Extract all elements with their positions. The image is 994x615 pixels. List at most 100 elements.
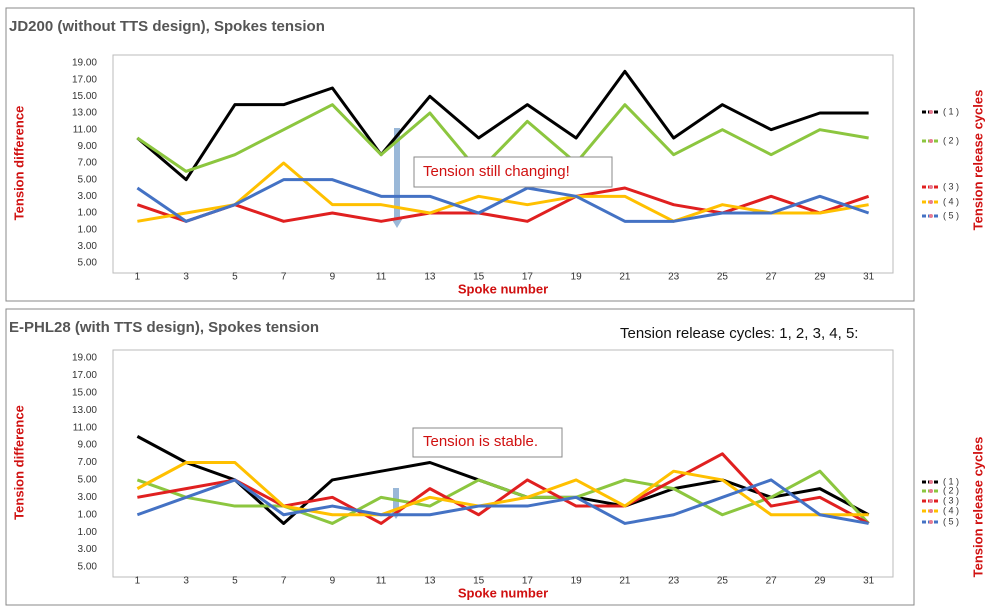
x-tick-label: 9 bbox=[330, 576, 336, 587]
x-tick-label: 23 bbox=[668, 272, 680, 283]
x-tick-label: 15 bbox=[473, 272, 485, 283]
legend-marker bbox=[929, 139, 933, 143]
annotation-box bbox=[412, 427, 563, 458]
x-tick-label: 7 bbox=[281, 576, 287, 587]
x-tick-label: 1 bbox=[135, 576, 141, 587]
x-tick-label: 25 bbox=[717, 576, 729, 587]
plot-frame bbox=[112, 54, 894, 274]
x-axis-label: Spoke number bbox=[458, 281, 548, 296]
y-tick-label: 17.00 bbox=[72, 74, 97, 85]
annotation-box bbox=[413, 156, 613, 188]
legend-label: ( 1 ) bbox=[943, 476, 959, 486]
series-line bbox=[136, 178, 870, 223]
legend-label: ( 3 ) bbox=[943, 181, 959, 191]
legend-marker bbox=[929, 480, 933, 484]
y-tick-label: 13.00 bbox=[72, 108, 97, 119]
x-tick-label: 19 bbox=[571, 272, 583, 283]
x-axis-label: Spoke number bbox=[458, 585, 548, 600]
annotation: Tension release cycles: 1, 2, 3, 4, 5: bbox=[620, 325, 858, 342]
legend-marker bbox=[929, 214, 933, 218]
legend-label: ( 5 ) bbox=[943, 516, 959, 526]
legend-label: ( 4 ) bbox=[943, 196, 959, 206]
y-tick-label: 17.00 bbox=[72, 370, 97, 381]
x-tick-label: 21 bbox=[619, 576, 631, 587]
y-tick-label: 3.00 bbox=[78, 544, 98, 555]
y-tick-label: 5.00 bbox=[78, 475, 98, 486]
x-tick-label: 29 bbox=[814, 576, 826, 587]
x-tick-label: 7 bbox=[281, 272, 287, 283]
x-tick-label: 23 bbox=[668, 576, 680, 587]
legend-label: ( 4 ) bbox=[943, 505, 959, 515]
x-tick-label: 27 bbox=[766, 272, 778, 283]
y-tick-label: 1.00 bbox=[78, 208, 98, 219]
y-tick-label: 19.00 bbox=[72, 58, 97, 69]
x-tick-label: 17 bbox=[522, 576, 534, 587]
y-tick-label: 3.00 bbox=[78, 241, 98, 252]
x-tick-label: 11 bbox=[376, 272, 387, 283]
y-tick-label: 13.00 bbox=[72, 405, 97, 416]
x-tick-label: 13 bbox=[424, 576, 436, 587]
y-tick-label: 5.00 bbox=[78, 174, 98, 185]
legend-marker bbox=[929, 520, 933, 524]
y-tick-label: 3.00 bbox=[78, 191, 98, 202]
y-tick-label: 11.00 bbox=[73, 422, 98, 433]
annotation: Tension is stable. bbox=[423, 433, 538, 450]
y-tick-label: 11.00 bbox=[73, 124, 98, 135]
panel-frame bbox=[5, 7, 915, 302]
series-line bbox=[136, 478, 869, 525]
legend-label: ( 2 ) bbox=[943, 485, 959, 495]
annotation: Tension still changing! bbox=[423, 163, 570, 180]
legend-marker bbox=[929, 110, 933, 114]
y-tick-label: 5.00 bbox=[78, 258, 98, 269]
legend-marker bbox=[929, 185, 933, 189]
panel-frame bbox=[5, 308, 915, 606]
x-tick-label: 15 bbox=[473, 576, 485, 587]
series-line bbox=[137, 452, 870, 525]
x-tick-label: 31 bbox=[863, 576, 875, 587]
y-tick-label: 7.00 bbox=[78, 158, 98, 169]
y-tick-label: 3.00 bbox=[78, 492, 98, 503]
series-line bbox=[136, 103, 869, 173]
x-tick-label: 3 bbox=[183, 272, 189, 283]
legend-label: ( 3 ) bbox=[943, 495, 959, 505]
series-line bbox=[136, 69, 869, 182]
chart-title: E-PHL28 (with TTS design), Spokes tensio… bbox=[9, 319, 319, 336]
x-tick-label: 5 bbox=[232, 272, 238, 283]
x-tick-label: 25 bbox=[717, 272, 729, 283]
legend-title: Tension release cycles bbox=[970, 437, 985, 578]
y-axis-label: Tension difference bbox=[11, 405, 26, 520]
y-tick-label: 1.00 bbox=[78, 527, 98, 538]
x-tick-label: 9 bbox=[330, 272, 336, 283]
x-tick-label: 17 bbox=[522, 272, 534, 283]
legend-marker bbox=[929, 489, 933, 493]
legend-marker bbox=[929, 499, 933, 503]
y-tick-label: 1.00 bbox=[78, 509, 98, 520]
y-axis-label: Tension difference bbox=[11, 106, 26, 221]
y-tick-label: 7.00 bbox=[78, 457, 98, 468]
y-tick-label: 1.00 bbox=[78, 224, 98, 235]
y-tick-label: 9.00 bbox=[78, 141, 98, 152]
legend-label: ( 2 ) bbox=[943, 135, 959, 145]
plot-frame bbox=[112, 349, 894, 578]
legend-marker bbox=[929, 200, 933, 204]
chart-title: JD200 (without TTS design), Spokes tensi… bbox=[9, 18, 325, 35]
y-tick-label: 15.00 bbox=[72, 91, 97, 102]
x-tick-label: 3 bbox=[183, 576, 189, 587]
y-tick-label: 15.00 bbox=[72, 387, 97, 398]
x-tick-label: 27 bbox=[766, 576, 778, 587]
x-tick-label: 29 bbox=[814, 272, 826, 283]
y-tick-label: 19.00 bbox=[72, 353, 97, 364]
legend-label: ( 1 ) bbox=[943, 106, 959, 116]
legend-label: ( 5 ) bbox=[943, 210, 959, 220]
series-line bbox=[136, 469, 870, 525]
y-tick-label: 5.00 bbox=[78, 562, 98, 573]
series-line bbox=[136, 461, 869, 517]
x-tick-label: 1 bbox=[135, 272, 141, 283]
x-tick-label: 13 bbox=[424, 272, 436, 283]
legend-title: Tension release cycles bbox=[970, 90, 985, 231]
x-tick-label: 19 bbox=[571, 576, 583, 587]
x-tick-label: 31 bbox=[863, 272, 875, 283]
legend-marker bbox=[929, 509, 933, 513]
